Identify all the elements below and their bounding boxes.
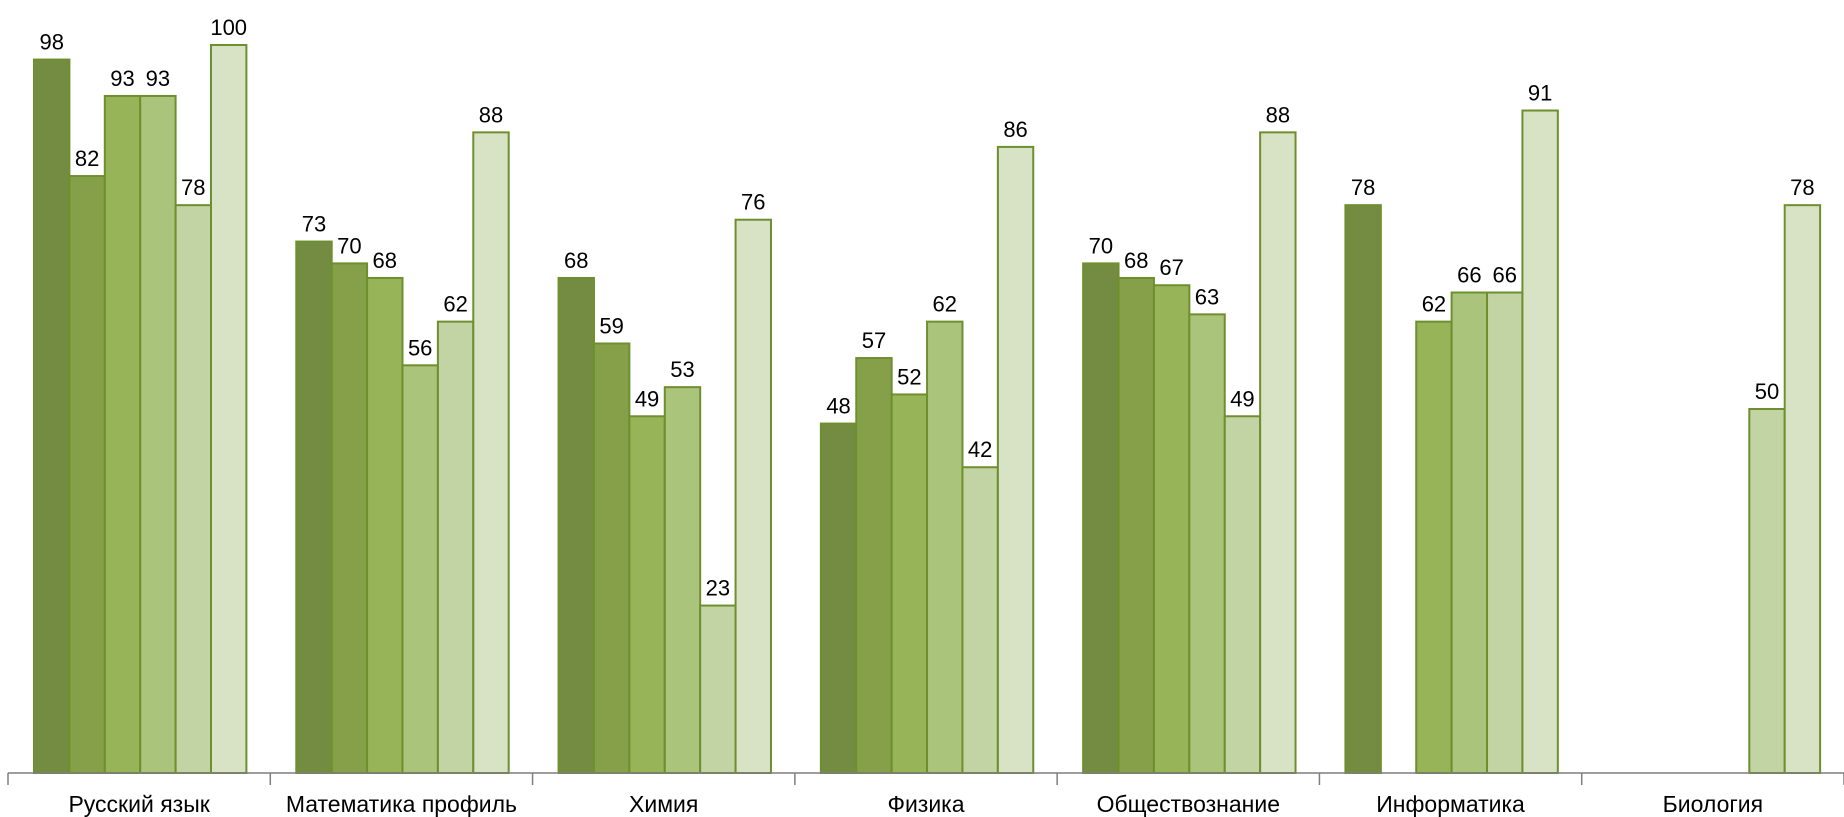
bar — [855, 357, 893, 774]
category-label: Физика — [887, 791, 964, 817]
bar — [33, 58, 71, 775]
bar-value-label: 100 — [210, 15, 247, 40]
bar — [1415, 320, 1453, 774]
bar-value-label: 73 — [302, 212, 326, 237]
bar-value-label: 57 — [862, 328, 886, 353]
bar-value-label: 62 — [443, 292, 467, 317]
bar — [1521, 109, 1559, 774]
category-label: Биология — [1663, 791, 1763, 817]
category-labels-layer: Русский язык Математика профиль Химия Физик… — [68, 791, 1763, 817]
bar — [1259, 131, 1297, 775]
bar — [1082, 262, 1120, 774]
bar — [557, 276, 595, 774]
bar — [592, 342, 631, 774]
bar-value-label: 68 — [1124, 248, 1148, 273]
category-label: Русский язык — [68, 791, 210, 817]
bar — [174, 204, 213, 775]
bar-value-label: 62 — [933, 292, 957, 317]
bar-value-label: 68 — [373, 248, 397, 273]
category-label: Математика профиль — [286, 791, 517, 817]
category-label: Обществознание — [1097, 791, 1280, 817]
bar — [436, 320, 475, 774]
bar — [819, 422, 858, 774]
bar — [295, 240, 333, 774]
bar — [139, 94, 177, 774]
bar-value-label: 52 — [897, 364, 921, 389]
bar-value-label: 66 — [1492, 263, 1516, 288]
bars-layer — [33, 44, 1822, 775]
bar — [210, 44, 248, 774]
bar-value-label: 78 — [181, 175, 205, 200]
bar-value-label: 88 — [479, 102, 503, 127]
bar-value-label: 82 — [75, 146, 99, 171]
category-label: Химия — [629, 791, 698, 817]
bar-value-label: 93 — [146, 66, 170, 91]
bar — [330, 262, 369, 774]
bar-value-label: 59 — [599, 313, 623, 338]
bar — [1152, 284, 1191, 774]
bar-value-label: 50 — [1755, 379, 1779, 404]
bar — [1783, 204, 1822, 775]
bar-value-label: 91 — [1528, 81, 1552, 106]
bar-value-label: 68 — [564, 248, 588, 273]
bar — [926, 320, 964, 774]
bar-value-label: 86 — [1003, 117, 1027, 142]
bar-value-label: 70 — [337, 233, 361, 258]
bar-value-label: 66 — [1457, 263, 1481, 288]
bar — [663, 386, 702, 774]
bar — [699, 604, 737, 774]
bar — [1486, 291, 1524, 774]
bar — [1344, 204, 1382, 775]
bar — [890, 393, 929, 774]
bar — [401, 364, 439, 774]
bar-value-label: 67 — [1159, 255, 1183, 280]
bar-value-label: 70 — [1089, 233, 1113, 258]
bar — [961, 466, 999, 774]
bar — [1748, 408, 1786, 774]
bar-value-label: 98 — [39, 30, 63, 55]
bar-value-label: 76 — [741, 190, 765, 215]
bar-value-label: 78 — [1790, 175, 1814, 200]
bar-value-label: 42 — [968, 437, 992, 462]
bar-value-label: 23 — [706, 576, 730, 601]
bar-value-label: 93 — [110, 66, 134, 91]
category-label: Информатика — [1376, 791, 1525, 817]
bar — [472, 131, 510, 775]
bar-value-label: 49 — [1230, 386, 1254, 411]
bar — [734, 218, 772, 775]
bar — [628, 415, 666, 774]
x-axis — [7, 772, 1844, 785]
bar — [103, 94, 142, 774]
bar-value-label: 78 — [1351, 175, 1375, 200]
bar — [1223, 415, 1262, 774]
bar-value-label: 49 — [635, 386, 659, 411]
bar-value-label: 56 — [408, 335, 432, 360]
bar-value-label: 48 — [826, 394, 850, 419]
bar — [1188, 313, 1226, 774]
bar — [1117, 276, 1155, 774]
bar-value-label: 62 — [1422, 292, 1446, 317]
bar — [996, 145, 1035, 775]
bar — [366, 276, 404, 774]
bar — [1450, 291, 1489, 774]
bar-value-label: 88 — [1266, 102, 1290, 127]
bar-value-label: 53 — [670, 357, 694, 382]
bar — [68, 175, 106, 775]
bar-value-label: 63 — [1195, 284, 1219, 309]
value-labels-layer: 98 82 93 93 78 100 73 70 68 56 62 88 68 59 49 53 23 76 48 5… — [39, 15, 1814, 601]
